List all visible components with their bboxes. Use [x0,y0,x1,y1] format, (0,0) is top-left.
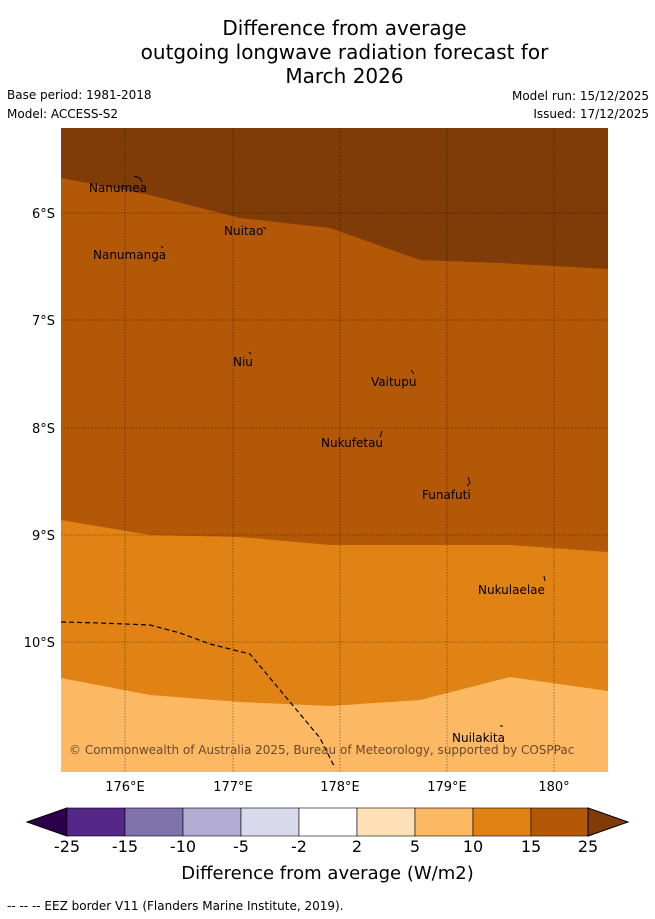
colorbar-tick-label: 5 [409,837,421,856]
colorbar-tick-label: -2 [291,837,307,856]
colorbar-extend-high [587,807,630,837]
place-label-niu: Niu [233,355,253,369]
copyright-notice: © Commonwealth of Australia 2025, Bureau… [69,743,574,757]
lat-label-9s: 9°S [32,529,55,544]
chart-title: Difference from average outgoing longwav… [0,16,655,88]
latitude-labels: 6°S 7°S 8°S 9°S 10°S [24,207,55,651]
lat-label-6s: 6°S [32,207,55,222]
colorbar-tick-label: 25 [577,837,599,856]
colorbar-tick-label: -25 [53,837,81,856]
colorbar-tick-label: 2 [351,837,363,856]
place-label-nukufetau: Nukufetau [321,436,383,450]
place-label-nuilakita: Nuilakita [452,731,505,745]
colorbar-tick-label: 10 [462,837,484,856]
anomaly-band-5-to-10 [61,677,608,772]
colorbar-extend-low [25,807,68,837]
map-figure: Nanumea Nuitao Nanumanga Niu Vaitupu Nuk… [24,128,608,795]
place-labels: Nanumea Nuitao Nanumanga Niu Vaitupu Nuk… [89,181,545,745]
title-line-2: outgoing longwave radiation forecast for [140,40,549,64]
place-label-nukulaelae: Nukulaelae [478,583,545,597]
colorbar-bin-9 [530,807,589,837]
colorbar-bin-6 [356,807,416,837]
map-graticule [61,128,608,772]
lon-label-178e: 178°E [320,780,360,795]
lon-label-176e: 176°E [105,780,145,795]
colorbar-tick-label: 15 [520,837,542,856]
colorbar-bin-2 [124,807,184,837]
place-label-nuitao: Nuitao [224,224,263,238]
model-name: Model: ACCESS-S2 [7,107,119,121]
place-label-nanumanga: Nanumanga [93,248,166,262]
lon-label-180: 180° [538,780,569,795]
lat-label-10s: 10°S [24,636,55,651]
lon-label-177e: 177°E [213,780,253,795]
title-line-1: Difference from average [222,16,467,40]
colorbar-bin-7 [414,807,474,837]
eez-border-line [61,621,336,769]
colorbar [25,807,630,837]
issued-date: Issued: 17/12/2025 [533,107,649,121]
place-label-funafuti: Funafuti [422,488,471,502]
colorbar-bin-4 [240,807,300,837]
place-label-nanumea: Nanumea [89,181,147,195]
eez-legend-footnote: -- -- -- EEZ border V11 (Flanders Marine… [7,899,344,913]
colorbar-bin-8 [472,807,532,837]
lat-label-8s: 8°S [32,422,55,437]
colorbar-tick-label: -5 [233,837,249,856]
colorbar-tick-label: -10 [169,837,197,856]
colorbar-title: Difference from average (W/m2) [181,863,474,884]
colorbar-bin-5 [298,807,358,837]
colorbar-bin-3 [182,807,242,837]
lat-label-7s: 7°S [32,314,55,329]
base-period: Base period: 1981-2018 [7,88,152,102]
longitude-labels: 176°E 177°E 178°E 179°E 180° [105,780,569,795]
place-label-vaitupu: Vaitupu [371,375,417,389]
title-line-3: March 2026 [285,64,404,88]
lon-label-179e: 179°E [427,780,467,795]
colorbar-bin-1 [66,807,126,837]
island-outlines [133,175,546,727]
colorbar-tick-label: -15 [111,837,139,856]
model-run: Model run: 15/12/2025 [511,89,649,103]
